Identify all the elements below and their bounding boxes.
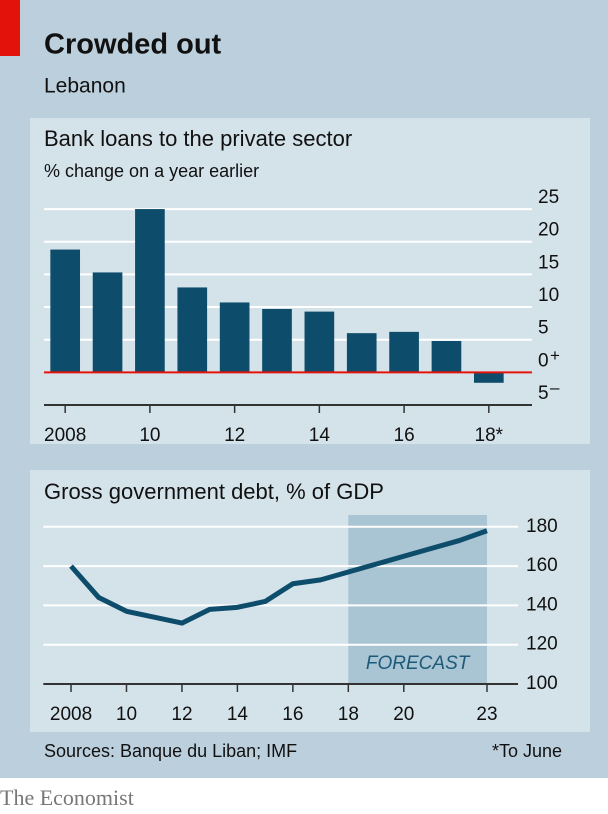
- y-tick-label: 20: [538, 220, 559, 241]
- y-tick-label: 0: [538, 350, 549, 371]
- bar: [219, 302, 250, 373]
- bar: [346, 333, 377, 373]
- panel-subtitle: % change on a year earlier: [44, 161, 259, 181]
- x-tick-label: 14: [309, 425, 331, 446]
- y-tick-label: 120: [526, 634, 558, 655]
- y-tick-label: 15: [538, 252, 559, 273]
- subtitle: Lebanon: [44, 75, 126, 98]
- bar: [92, 272, 123, 373]
- x-tick-label: 12: [171, 704, 192, 725]
- forecast-band: [348, 515, 487, 684]
- zero-sign: –: [550, 378, 560, 397]
- x-tick-label: 23: [476, 704, 497, 725]
- y-tick-label: 140: [526, 594, 558, 615]
- panel-title: Bank loans to the private sector: [44, 126, 352, 151]
- zero-sign: +: [550, 346, 560, 365]
- bar: [304, 311, 335, 373]
- forecast-label: FORECAST: [366, 653, 471, 674]
- source: Sources: Banque du Liban; IMF: [44, 741, 297, 761]
- x-tick-label: 16: [282, 704, 303, 725]
- bar: [50, 249, 81, 373]
- title: Crowded out: [44, 29, 222, 61]
- x-tick-label: 20: [393, 704, 414, 725]
- bar: [431, 340, 462, 373]
- y-tick-label: 180: [526, 516, 558, 537]
- y-tick-label: 160: [526, 555, 558, 576]
- x-tick-label: 12: [224, 425, 245, 446]
- note: *To June: [492, 741, 562, 761]
- panel-title: Gross government debt, % of GDP: [44, 479, 384, 504]
- y-tick-label: 100: [526, 673, 558, 694]
- red-tab: [0, 0, 20, 56]
- bar: [389, 331, 419, 373]
- y-tick-label: 5: [538, 318, 549, 339]
- brand: The Economist: [0, 785, 134, 810]
- x-tick-label: 16: [394, 425, 415, 446]
- y-tick-label: 5: [538, 383, 549, 404]
- panel: [30, 118, 590, 444]
- panel: [30, 470, 590, 732]
- y-tick-label: 25: [538, 187, 559, 208]
- bar: [473, 372, 504, 383]
- bar: [177, 287, 208, 373]
- x-tick-label: 18*: [475, 425, 504, 446]
- bar: [135, 209, 165, 373]
- bar: [262, 308, 292, 373]
- x-tick-label: 2008: [50, 704, 92, 725]
- x-tick-label: 2008: [44, 425, 86, 446]
- x-tick-label: 10: [139, 425, 160, 446]
- x-tick-label: 10: [116, 704, 137, 725]
- x-tick-label: 18: [338, 704, 359, 725]
- y-tick-label: 10: [538, 285, 559, 306]
- line: [69, 528, 488, 626]
- x-tick-label: 14: [227, 704, 249, 725]
